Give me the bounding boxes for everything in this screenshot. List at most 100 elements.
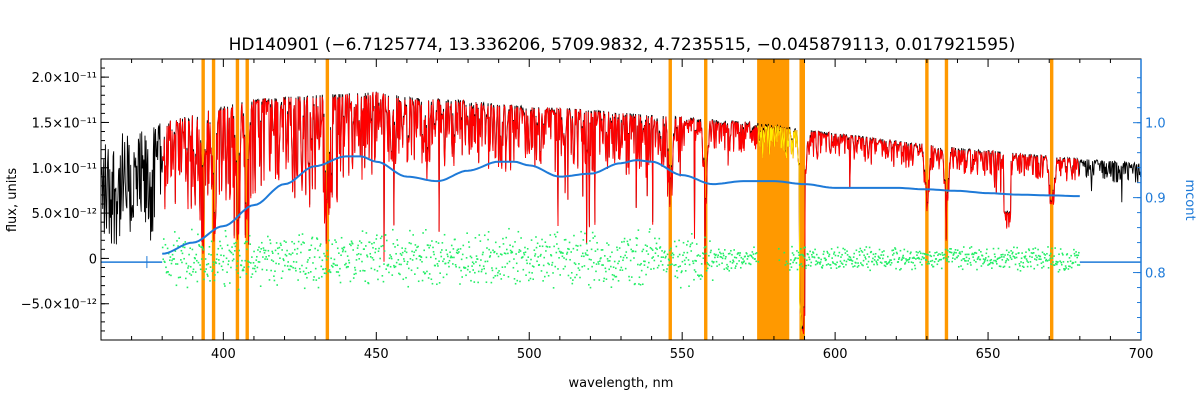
residual-point — [952, 254, 955, 256]
residual-point — [1074, 254, 1076, 257]
residual-point — [360, 253, 362, 256]
residual-point — [882, 257, 884, 260]
residual-point — [306, 261, 309, 263]
residual-point — [311, 237, 313, 240]
residual-point — [414, 244, 417, 246]
x-tick-label: 700 — [1129, 347, 1154, 362]
residual-point — [492, 249, 494, 252]
residual-point — [470, 256, 473, 259]
residual-point — [221, 247, 223, 250]
residual-point — [999, 265, 1002, 268]
y-axis-label-left: flux, units — [5, 168, 20, 233]
residual-point — [509, 249, 512, 252]
residual-point — [410, 242, 412, 245]
residual-point — [619, 269, 622, 271]
residual-point — [893, 252, 895, 255]
residual-point — [425, 256, 428, 259]
residual-point — [452, 248, 455, 250]
residual-point — [716, 256, 719, 258]
residual-point — [966, 253, 968, 256]
residual-point — [1015, 253, 1017, 255]
residual-point — [281, 270, 284, 273]
residual-point — [1002, 253, 1004, 256]
residual-point — [1036, 256, 1038, 259]
residual-point — [941, 251, 944, 254]
residual-point — [855, 249, 858, 252]
residual-point — [555, 251, 558, 254]
residual-point — [193, 261, 195, 264]
residual-point — [1066, 253, 1069, 255]
residual-point — [895, 267, 897, 270]
residual-point — [388, 271, 390, 274]
residual-point — [613, 274, 615, 277]
residual-point — [825, 264, 828, 266]
residual-point — [344, 250, 347, 253]
residual-point — [886, 255, 889, 258]
residual-point — [831, 261, 834, 263]
residual-point — [307, 259, 309, 261]
residual-point — [804, 267, 807, 269]
residual-point — [861, 263, 863, 266]
residual-point — [661, 264, 664, 266]
residual-point — [919, 261, 922, 264]
residual-point — [654, 237, 656, 240]
residual-point — [595, 270, 597, 273]
residual-point — [474, 236, 477, 239]
residual-point — [851, 260, 854, 262]
residual-point — [603, 277, 606, 280]
residual-point — [238, 254, 241, 257]
residual-point — [597, 263, 600, 265]
residual-point — [447, 255, 449, 258]
residual-point — [487, 231, 490, 233]
residual-point — [333, 263, 335, 265]
residual-point — [796, 268, 799, 271]
residual-point — [519, 280, 521, 283]
residual-point — [795, 262, 798, 264]
residual-point — [597, 261, 599, 263]
residual-point — [254, 270, 257, 273]
residual-point — [164, 243, 167, 246]
residual-point — [259, 250, 261, 253]
residual-point — [499, 273, 501, 275]
residual-point — [578, 263, 580, 265]
residual-point — [308, 249, 310, 251]
residual-point — [877, 259, 879, 261]
residual-point — [424, 272, 427, 274]
residual-point — [507, 275, 510, 278]
residual-point — [179, 276, 182, 279]
residual-point — [585, 253, 587, 256]
residual-point — [472, 269, 474, 271]
residual-point — [269, 242, 272, 245]
residual-point — [347, 259, 350, 262]
residual-point — [421, 260, 423, 263]
residual-point — [966, 263, 969, 265]
residual-point — [892, 249, 895, 252]
residual-point — [399, 273, 401, 276]
residual-point — [472, 262, 475, 265]
residual-point — [297, 279, 299, 281]
residual-point — [637, 263, 639, 266]
residual-point — [753, 246, 755, 249]
residual-point — [949, 248, 951, 250]
residual-point — [467, 265, 470, 268]
residual-point — [514, 282, 517, 285]
residual-point — [409, 229, 411, 232]
residual-point — [284, 253, 287, 256]
residual-point — [495, 267, 498, 270]
residual-point — [994, 255, 996, 258]
residual-point — [1016, 246, 1018, 249]
residual-point — [757, 260, 760, 263]
residual-point — [1074, 261, 1077, 263]
y-left-tick-label: 1.5×10⁻¹¹ — [32, 116, 97, 131]
residual-point — [507, 252, 509, 255]
residual-point — [735, 265, 737, 267]
residual-point — [170, 274, 172, 277]
residual-point — [453, 256, 455, 259]
residual-point — [553, 233, 556, 236]
residual-point — [404, 250, 406, 252]
residual-point — [205, 268, 207, 270]
residual-point — [204, 258, 207, 260]
residual-point — [252, 267, 254, 270]
residual-point — [432, 251, 435, 253]
residual-point — [208, 253, 210, 255]
